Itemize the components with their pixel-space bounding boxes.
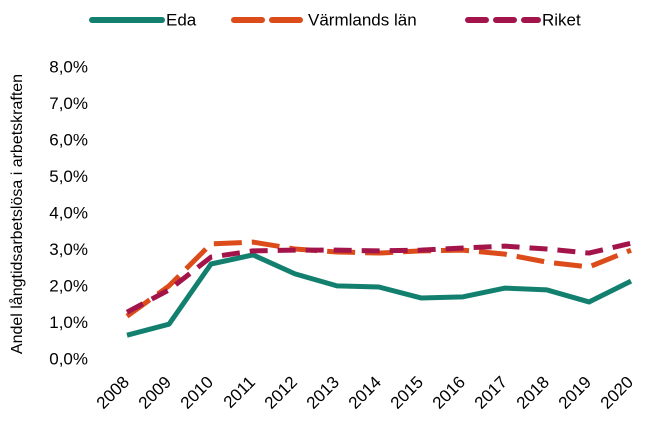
- x-tick-label: 2013: [303, 373, 343, 413]
- x-tick-label: 2019: [555, 373, 595, 413]
- x-tick-label: 2008: [93, 373, 133, 413]
- y-axis-label: Andel långtidsarbetslösa i arbetskraften: [8, 74, 26, 354]
- y-tick-label: 7,0%: [49, 94, 88, 113]
- y-tick-label: 2,0%: [49, 276, 88, 295]
- y-tick-label: 6,0%: [49, 130, 88, 149]
- x-tick-label: 2010: [177, 373, 217, 413]
- y-tick-label: 0,0%: [49, 349, 88, 368]
- x-tick-label: 2016: [429, 373, 469, 413]
- x-tick-label: 2015: [387, 373, 427, 413]
- x-tick-label: 2018: [513, 373, 553, 413]
- y-tick-label: 8,0%: [49, 57, 88, 76]
- line-series: [125, 240, 632, 315]
- x-tick-label: 2012: [261, 373, 301, 413]
- y-tick-label: 1,0%: [49, 313, 88, 332]
- y-tick-label: 3,0%: [49, 240, 88, 259]
- y-tick-label: 5,0%: [49, 167, 88, 186]
- legend-label: Riket: [542, 10, 581, 29]
- legend-label: Värmlands län: [308, 10, 417, 29]
- x-tick-label: 2009: [135, 373, 175, 413]
- x-tick-label: 2011: [220, 373, 259, 412]
- x-tick-label: 2017: [471, 373, 511, 413]
- line-series: [126, 252, 633, 338]
- legend-label: Eda: [166, 10, 197, 29]
- x-tick-label: 2020: [597, 373, 637, 413]
- y-tick-label: 4,0%: [49, 203, 88, 222]
- x-tick-label: 2014: [345, 373, 385, 413]
